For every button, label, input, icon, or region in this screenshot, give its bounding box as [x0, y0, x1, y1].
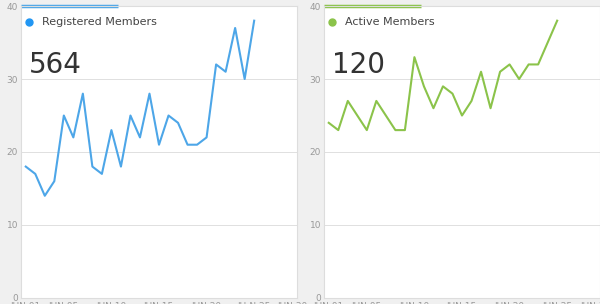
Text: Registered Members: Registered Members — [42, 17, 157, 27]
Text: 120: 120 — [332, 51, 385, 79]
Text: Active Members: Active Members — [344, 17, 434, 27]
Text: 564: 564 — [29, 51, 82, 79]
